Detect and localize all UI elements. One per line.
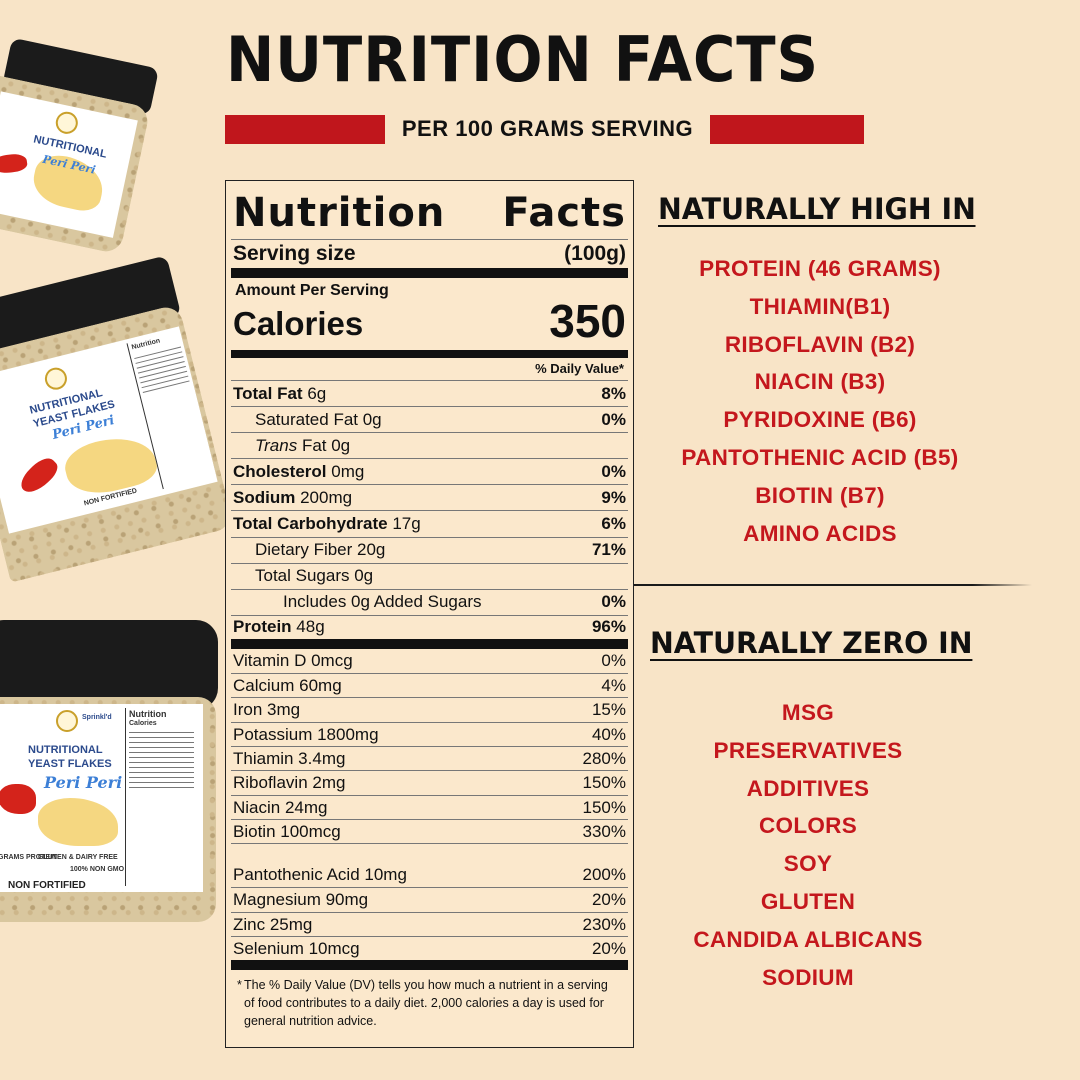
nutrient-row-added-sugars: Includes 0g Added Sugars 0% <box>231 588 628 615</box>
micronutrient-name: Pantothenic Acid 10mg <box>233 865 407 885</box>
serving-size-row: Serving size (100g) <box>233 242 626 265</box>
micronutrient-name: Zinc 25mg <box>233 914 313 934</box>
micronutrient-name: Magnesium 90mg <box>233 890 369 910</box>
product-jar-middle: NUTRITIONAL YEAST FLAKES Peri Peri NON F… <box>0 254 241 596</box>
micronutrient-row: Iron 3mg 15% <box>231 697 628 721</box>
nutrient-row-total-fat: Total Fat 6g 8% <box>231 380 628 406</box>
subtitle-bar-left <box>225 115 385 144</box>
zero-in-item: ADDITIVES <box>746 775 870 801</box>
label-title: Nutrition Facts <box>233 190 626 236</box>
section-divider <box>634 584 1032 586</box>
micronutrient-row: Pantothenic Acid 10mg 200% <box>231 843 628 887</box>
high-in-item: BIOTIN (B7) <box>755 482 885 508</box>
zero-in-item: PRESERVATIVES <box>713 737 903 763</box>
nutrient-row-dietary-fiber: Dietary Fiber 20g 71% <box>231 536 628 563</box>
micronutrient-name: Riboflavin 2mg <box>233 773 346 793</box>
micronutrient-row: Selenium 10mcg 20% <box>231 935 628 960</box>
zero-in-item: CANDIDA ALBICANS <box>693 926 923 952</box>
nutrient-row-trans-fat: Trans Fat 0g <box>231 432 628 458</box>
zero-in-item: MSG <box>781 700 835 725</box>
micronutrient-dv: 200% <box>582 865 626 885</box>
micronutrient-name: Potassium 1800mg <box>233 724 379 744</box>
product-jar-top: NUTRITIONAL Peri Peri <box>0 33 169 266</box>
micronutrient-dv: 20% <box>591 890 626 910</box>
micronutrient-name: Selenium 10mcg <box>233 938 360 958</box>
zero-in-list: MSG PRESERVATIVES ADDITIVES COLORS SOY GLUTEN… <box>628 694 988 996</box>
zero-in-heading: NATURALLY ZERO IN <box>650 626 973 661</box>
nutrition-facts-label: Nutrition Facts Serving size (100g) Amou… <box>225 180 634 1048</box>
page-subtitle: PER 100 GRAMS SERVING <box>401 116 694 141</box>
calories-row: Calories 350 <box>233 295 626 347</box>
subtitle-bar-right <box>710 115 864 144</box>
micronutrient-row: Biotin 100mcg 330% <box>231 818 628 843</box>
micronutrient-row: Potassium 1800mg 40% <box>231 721 628 746</box>
micronutrient-name: Thiamin 3.4mg <box>233 749 346 769</box>
footnote: * The % Daily Value (DV) tells you how m… <box>237 978 608 1029</box>
micronutrient-row: Zinc 25mg 230% <box>231 911 628 936</box>
amount-per-serving: Amount Per Serving <box>235 282 389 299</box>
high-in-heading: NATURALLY HIGH IN <box>658 192 976 227</box>
zero-in-item: SODIUM <box>762 964 854 990</box>
high-in-item: PROTEIN (46 GRAMS) <box>699 256 941 281</box>
micronutrient-dv: 0% <box>601 650 626 670</box>
micronutrient-dv: 15% <box>591 700 626 720</box>
nutrient-row-protein: Protein 48g 96% <box>231 614 628 649</box>
product-jar-bottom: Sprinkl'd NUTRITIONAL YEAST FLAKES Peri … <box>0 612 222 942</box>
micronutrient-name: Vitamin D 0mcg <box>233 650 353 670</box>
zero-in-item: GLUTEN <box>760 888 856 914</box>
micronutrient-name: Calcium 60mg <box>233 676 342 696</box>
micronutrient-dv: 4% <box>601 676 626 696</box>
micronutrient-dv: 20% <box>591 938 626 958</box>
micronutrient-name: Niacin 24mg <box>233 797 328 817</box>
micronutrient-row: Riboflavin 2mg 150% <box>231 770 628 794</box>
high-in-item: PANTOTHENIC ACID (B5) <box>681 444 959 470</box>
page-title: NUTRITION FACTS <box>226 23 819 96</box>
micronutrient-dv: 150% <box>582 797 626 817</box>
micronutrient-row: Thiamin 3.4mg 280% <box>231 746 628 770</box>
micronutrient-list: Vitamin D 0mcg 0% Calcium 60mg 4% Iron 3mg 15… <box>231 649 628 960</box>
high-in-item: THIAMIN(B1) <box>749 293 891 319</box>
micronutrient-row: Magnesium 90mg 20% <box>231 887 628 911</box>
high-in-item: NIACIN (B3) <box>754 369 886 395</box>
micronutrient-dv: 230% <box>582 914 626 934</box>
micronutrient-dv: 280% <box>582 749 626 769</box>
micronutrient-row: Niacin 24mg 150% <box>231 794 628 819</box>
zero-in-item: SOY <box>783 851 833 877</box>
micronutrient-name: Iron 3mg <box>233 700 301 720</box>
nutrient-row-total-carbohydrate: Total Carbohydrate 17g 6% <box>231 510 628 536</box>
micronutrient-dv: 150% <box>582 773 626 793</box>
zero-in-item: COLORS <box>758 813 858 839</box>
daily-value-header: % Daily Value* <box>535 361 624 376</box>
high-in-item: PYRIDOXINE (B6) <box>723 407 917 433</box>
micronutrient-name: Biotin 100mcg <box>233 821 341 841</box>
micronutrient-dv: 330% <box>582 821 626 841</box>
high-in-item: AMINO ACIDS <box>743 520 897 546</box>
nutrient-row-cholesterol: Cholesterol 0mg 0% <box>231 458 628 484</box>
nutrient-row-saturated-fat: Saturated Fat 0g 0% <box>231 406 628 432</box>
high-in-list: PROTEIN (46 GRAMS) THIAMIN(B1) RIBOFLAVIN … <box>640 250 1000 552</box>
nutrient-row-total-sugars: Total Sugars 0g <box>231 562 628 589</box>
nutrient-row-sodium: Sodium 200mg 9% <box>231 484 628 510</box>
micronutrient-row: Vitamin D 0mcg 0% <box>231 649 628 673</box>
high-in-item: RIBOFLAVIN (B2) <box>724 331 916 357</box>
micronutrient-dv: 40% <box>591 724 626 744</box>
micronutrient-row: Calcium 60mg 4% <box>231 673 628 697</box>
